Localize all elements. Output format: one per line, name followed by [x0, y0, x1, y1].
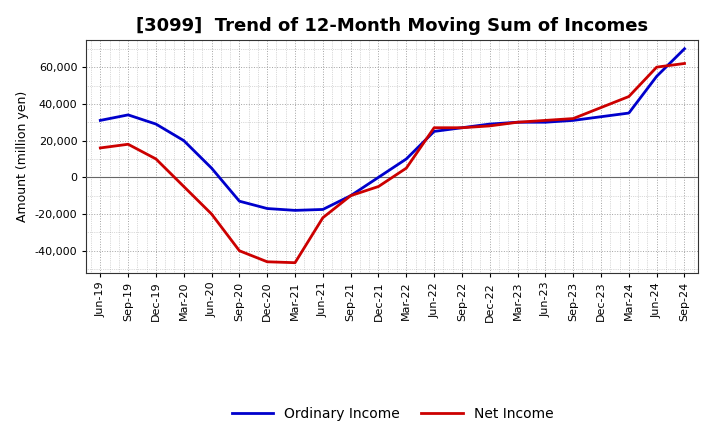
- Ordinary Income: [680, 46, 689, 51]
- Net Income: [458, 125, 467, 130]
- Net Income: [152, 156, 161, 161]
- Ordinary Income: [235, 198, 243, 204]
- Line: Net Income: Net Income: [100, 63, 685, 263]
- Net Income: [624, 94, 633, 99]
- Net Income: [597, 105, 606, 110]
- Net Income: [485, 123, 494, 128]
- Net Income: [263, 259, 271, 264]
- Ordinary Income: [402, 156, 410, 161]
- Ordinary Income: [597, 114, 606, 119]
- Ordinary Income: [124, 112, 132, 117]
- Ordinary Income: [458, 125, 467, 130]
- Net Income: [346, 193, 355, 198]
- Y-axis label: Amount (million yen): Amount (million yen): [16, 91, 30, 222]
- Title: [3099]  Trend of 12-Month Moving Sum of Incomes: [3099] Trend of 12-Month Moving Sum of I…: [136, 17, 649, 35]
- Ordinary Income: [541, 120, 550, 125]
- Net Income: [96, 145, 104, 150]
- Net Income: [207, 211, 216, 216]
- Ordinary Income: [346, 193, 355, 198]
- Ordinary Income: [207, 165, 216, 171]
- Net Income: [291, 260, 300, 265]
- Ordinary Income: [569, 118, 577, 123]
- Ordinary Income: [318, 207, 327, 212]
- Net Income: [318, 215, 327, 220]
- Ordinary Income: [152, 121, 161, 127]
- Net Income: [179, 184, 188, 189]
- Net Income: [680, 61, 689, 66]
- Net Income: [541, 118, 550, 123]
- Ordinary Income: [96, 118, 104, 123]
- Ordinary Income: [291, 208, 300, 213]
- Ordinary Income: [430, 129, 438, 134]
- Net Income: [124, 142, 132, 147]
- Ordinary Income: [374, 175, 383, 180]
- Ordinary Income: [513, 120, 522, 125]
- Net Income: [374, 184, 383, 189]
- Net Income: [430, 125, 438, 130]
- Ordinary Income: [624, 110, 633, 116]
- Net Income: [652, 65, 661, 70]
- Ordinary Income: [179, 138, 188, 143]
- Ordinary Income: [263, 206, 271, 211]
- Ordinary Income: [485, 121, 494, 127]
- Net Income: [402, 165, 410, 171]
- Net Income: [235, 248, 243, 253]
- Ordinary Income: [652, 73, 661, 79]
- Net Income: [513, 120, 522, 125]
- Legend: Ordinary Income, Net Income: Ordinary Income, Net Income: [226, 401, 559, 426]
- Net Income: [569, 116, 577, 121]
- Line: Ordinary Income: Ordinary Income: [100, 49, 685, 210]
